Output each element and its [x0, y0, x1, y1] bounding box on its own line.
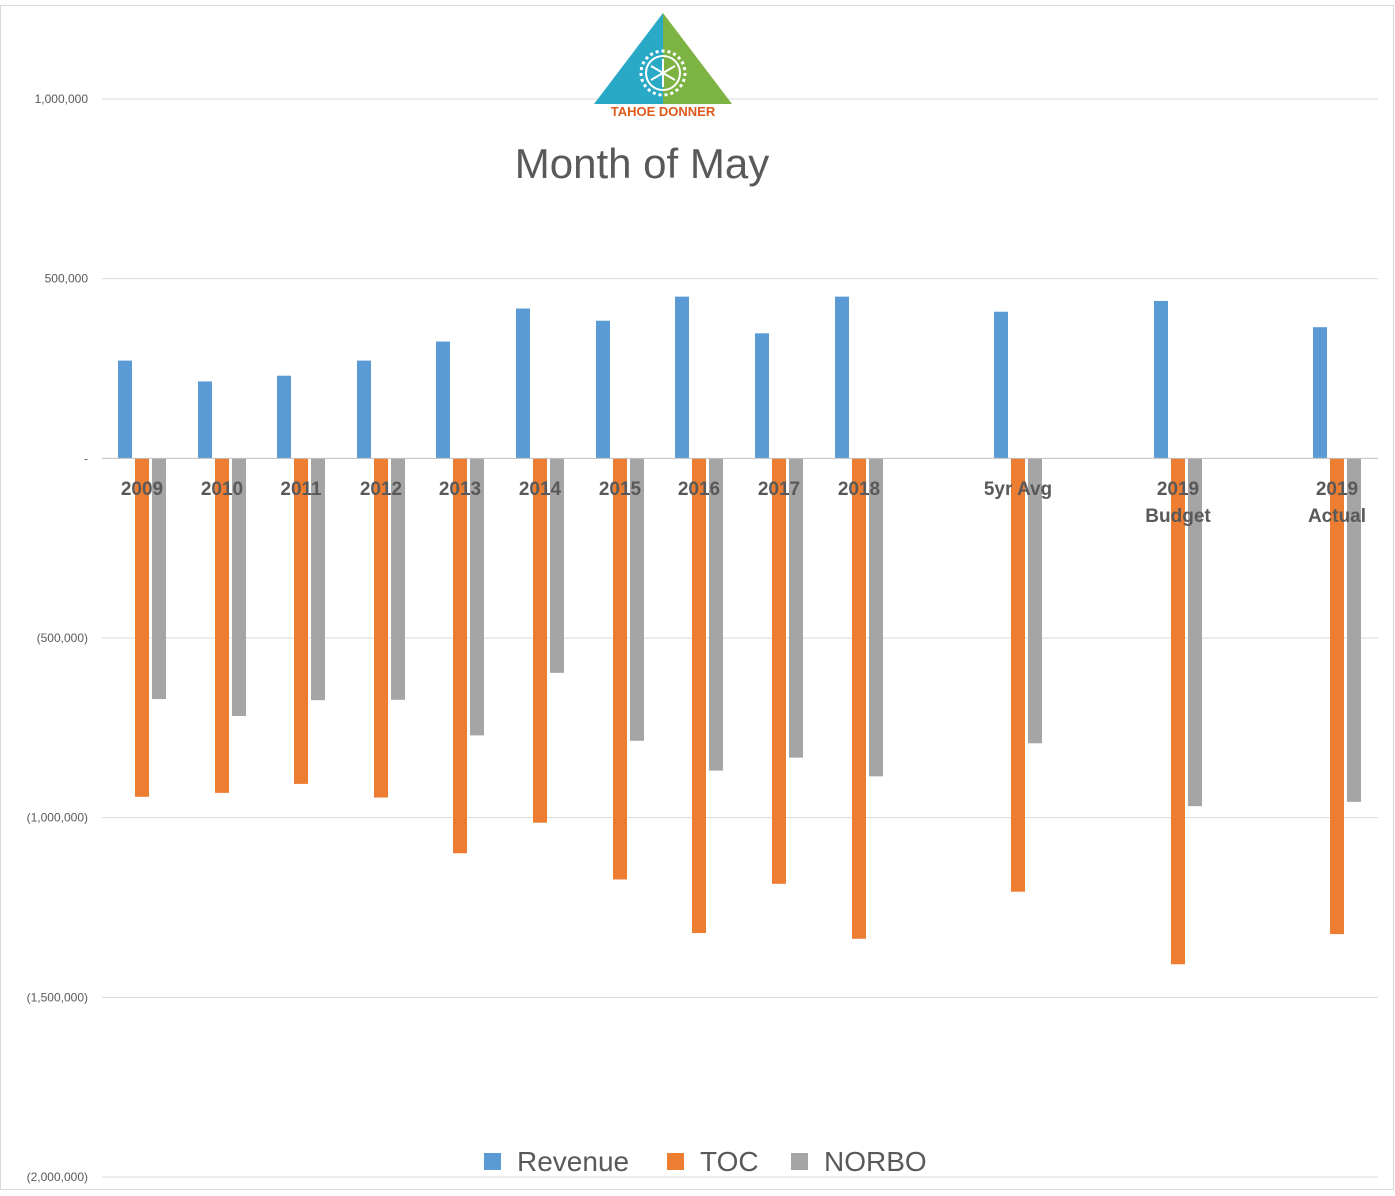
bar-revenue-2012 — [357, 360, 371, 459]
bar-toc-2014 — [533, 458, 547, 823]
bar-norbo-2019-actual — [1347, 458, 1361, 802]
y-tick-label: (2,000,000) — [27, 1170, 88, 1184]
legend-label-norbo: NORBO — [824, 1146, 927, 1177]
bar-revenue-2019-actual — [1313, 327, 1327, 459]
category-label-line: 2010 — [201, 479, 243, 500]
bar-revenue-2015 — [596, 320, 610, 459]
category-label-line: 2019 — [1157, 479, 1199, 500]
category-label-line: 2014 — [519, 479, 562, 500]
bar-revenue-2017 — [755, 333, 769, 459]
category-label-line: 2016 — [678, 479, 720, 500]
category-label: 2019 Budget — [1145, 479, 1211, 527]
bar-norbo-2013 — [470, 458, 484, 736]
bar-toc-2016 — [692, 458, 706, 934]
bar-revenue-2019-budget — [1154, 300, 1168, 459]
category-label-line: 2012 — [360, 479, 402, 500]
bar-revenue-5yr-avg — [994, 311, 1008, 459]
category-label-line: 2011 — [280, 479, 322, 500]
bar-norbo-2018 — [869, 458, 883, 777]
category-label: 2010 — [201, 479, 243, 500]
grid-lines — [102, 98, 1378, 1178]
bar-norbo-2014 — [550, 458, 564, 673]
legend-label-toc: TOC — [700, 1146, 759, 1177]
bar-revenue-2013 — [436, 341, 450, 459]
tahoe-donner-logo: TAHOE DONNER — [594, 13, 732, 119]
bar-toc-2018 — [852, 458, 866, 939]
snowflake-gear-icon — [639, 49, 687, 97]
bar-norbo-2019-budget — [1188, 458, 1202, 807]
category-label-line: Actual — [1308, 506, 1366, 527]
bar-revenue-2018 — [835, 296, 849, 459]
bar-revenue-2011 — [277, 375, 291, 459]
category-label: 2013 — [439, 479, 481, 500]
category-label: 5yr Avg — [984, 479, 1052, 500]
category-label: 2019 Actual — [1308, 479, 1366, 527]
category-label: 2018 — [838, 479, 880, 500]
y-tick-label: (1,500,000) — [27, 990, 88, 1004]
category-label-line: 2018 — [838, 479, 880, 500]
bar-norbo-2017 — [789, 458, 803, 758]
bar-revenue-2014 — [516, 308, 530, 459]
category-label-line: 5yr Avg — [984, 479, 1052, 500]
bar-toc-2012 — [374, 458, 388, 798]
legend-label-revenue: Revenue — [517, 1146, 629, 1177]
category-label-line: 2015 — [599, 479, 642, 500]
category-label-line: Budget — [1145, 506, 1211, 527]
chart-title: Month of May — [515, 140, 769, 187]
bar-revenue-2009 — [118, 360, 132, 459]
bars — [118, 296, 1361, 965]
category-label-line: 2019 — [1316, 479, 1358, 500]
bar-toc-2013 — [453, 458, 467, 854]
bar-toc-2011 — [294, 458, 308, 784]
legend: Revenue TOC NORBO — [484, 1146, 927, 1177]
bar-toc-2009 — [135, 458, 149, 797]
bar-toc-2019-budget — [1171, 458, 1185, 965]
category-label: 2017 — [758, 479, 800, 500]
bar-revenue-2016 — [675, 296, 689, 459]
bar-toc-2015 — [613, 458, 627, 880]
category-label: 2012 — [360, 479, 402, 500]
bar-toc-5yr-avg — [1011, 458, 1025, 892]
category-label: 2014 — [519, 479, 562, 500]
bar-toc-2010 — [215, 458, 229, 793]
bar-norbo-2010 — [232, 458, 246, 716]
logo-triangle-right — [663, 13, 732, 104]
chart-border — [0, 5, 1394, 1190]
logo-brand-text: TAHOE DONNER — [611, 104, 716, 119]
category-label: 2016 — [678, 479, 720, 500]
category-label: 2011 — [280, 479, 322, 500]
bar-norbo-2011 — [311, 458, 325, 701]
category-label: 2015 — [599, 479, 642, 500]
bar-toc-2019-actual — [1330, 458, 1344, 935]
y-axis-ticks: 1,000,000 500,000 - (500,000) (1,000,000) (1,… — [27, 92, 89, 1184]
bar-norbo-2016 — [709, 458, 723, 771]
category-label: 2009 — [121, 479, 163, 500]
y-tick-label: (1,000,000) — [27, 811, 88, 825]
legend-swatch-norbo — [791, 1153, 808, 1170]
bar-revenue-2010 — [198, 381, 212, 459]
bar-norbo-2015 — [630, 458, 644, 741]
category-label-line: 2009 — [121, 479, 163, 500]
category-labels: 2009 2010 2011 2012 2013 2014 2015 2016 2017 2018… — [121, 479, 1366, 527]
legend-swatch-toc — [667, 1153, 684, 1170]
bar-toc-2017 — [772, 458, 786, 884]
y-tick-label: - — [84, 451, 88, 465]
bar-norbo-5yr-avg — [1028, 458, 1042, 744]
category-label-line: 2013 — [439, 479, 481, 500]
category-label-line: 2017 — [758, 479, 800, 500]
y-tick-label: 500,000 — [45, 272, 89, 286]
logo-triangle-left — [594, 13, 663, 104]
y-tick-label: 1,000,000 — [35, 92, 89, 106]
bar-norbo-2012 — [391, 458, 405, 700]
bar-norbo-2009 — [152, 458, 166, 700]
legend-swatch-revenue — [484, 1153, 501, 1170]
y-tick-label: (500,000) — [37, 631, 88, 645]
